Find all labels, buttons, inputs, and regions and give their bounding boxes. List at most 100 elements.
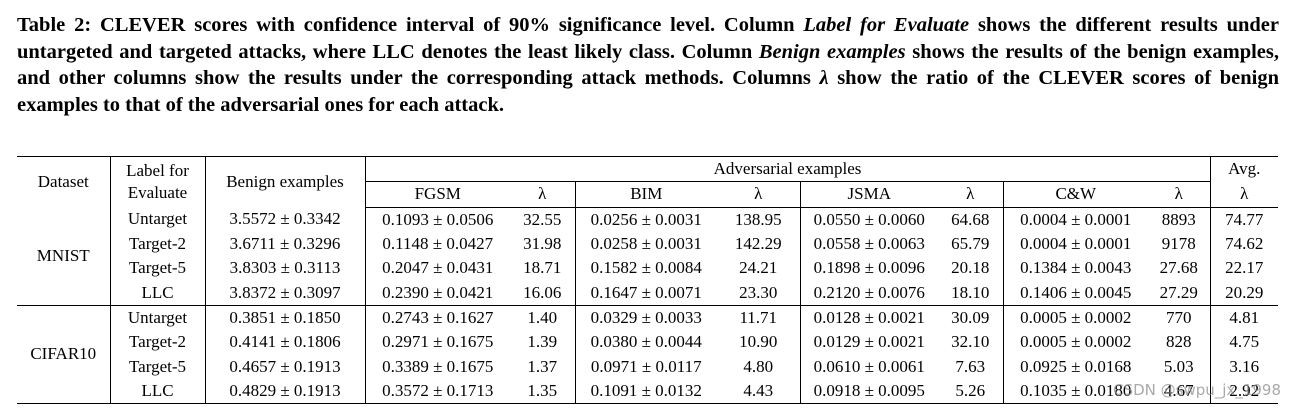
header-cell: Label for Evaluate xyxy=(110,156,206,208)
label-cell: Target-2 xyxy=(110,330,206,355)
dataset-cell: CIFAR10 xyxy=(17,305,111,404)
dataset-cell: MNIST xyxy=(17,207,111,306)
header-cell: Avg. xyxy=(1210,155,1278,182)
value-cell: 5.26 xyxy=(938,378,1004,404)
row-group: CIFAR10 Untarget 0.3851 ± 0.1850 0.2743 ± 0… xyxy=(17,305,1278,404)
header-cell: Adversarial examples xyxy=(365,155,1211,183)
value-cell: 27.68 xyxy=(1148,256,1211,281)
caption: Table 2: CLEVER scores with confidence i… xyxy=(17,12,1279,118)
value-cell: 0.3389 ± 0.1675 xyxy=(382,356,494,376)
value-cell: 0.2971 ± 0.1675 xyxy=(382,332,494,352)
header-cell: λ xyxy=(510,181,576,208)
value-cell: 20.18 xyxy=(938,256,1004,281)
label-cell: Untarget xyxy=(110,305,206,331)
value-cell: 0.4141 ± 0.1806 xyxy=(205,330,366,355)
value-cell: 8893 xyxy=(1148,207,1211,232)
value-cell: 0.1035 ± 0.0180 xyxy=(1003,378,1148,404)
value-cell: 0.0610 ± 0.0061 xyxy=(813,356,925,376)
value-cell: 0.3851 ± 0.1850 xyxy=(205,305,366,331)
label-cell: Target-5 xyxy=(110,354,206,379)
value-cell: 0.2390 ± 0.0421 xyxy=(365,280,510,306)
value-cell: 0.0004 ± 0.0001 xyxy=(1020,209,1132,229)
caption-italic: Benign examples xyxy=(758,40,906,63)
caption-text: shows the different results under untarg… xyxy=(17,14,1279,63)
header-cell: C&W xyxy=(1003,181,1148,208)
watermark: CSDN @swpu_jx_1998 xyxy=(1113,381,1281,399)
table-row: LLC 0.4829 ± 0.1913 0.3572 ± 0.1713 1.35 0.1… xyxy=(17,378,1278,404)
value-cell: 4.75 xyxy=(1229,332,1260,352)
table-row: CIFAR10 Untarget 0.3851 ± 0.1850 0.2743 ± 0… xyxy=(17,305,1278,404)
value-cell: 74.77 xyxy=(1225,209,1264,229)
caption-text: Table 2: CLEVER scores with confidence i… xyxy=(17,14,804,36)
value-cell: 0.0550 ± 0.0060 xyxy=(813,209,925,229)
value-cell: 10.90 xyxy=(717,330,801,355)
value-cell: 3.8303 ± 0.3113 xyxy=(205,256,366,281)
results-table: Dataset Label for Evaluate Benign exampl… xyxy=(17,155,1278,404)
value-cell: 0.2743 ± 0.1627 xyxy=(382,307,494,327)
label-cell: Target-5 xyxy=(110,256,206,281)
value-cell: 142.29 xyxy=(717,231,801,257)
value-cell: 0.1582 ± 0.0084 xyxy=(590,258,702,278)
row-group: MNIST Untarget 3.5572 ± 0.3342 0.1093 ± 0.0… xyxy=(17,207,1278,306)
value-cell: 0.2047 ± 0.0431 xyxy=(382,258,494,278)
value-cell: 4.67 xyxy=(1148,378,1211,404)
value-cell: 4.80 xyxy=(717,354,801,379)
label-cell: LLC xyxy=(110,378,206,404)
value-cell: 138.95 xyxy=(717,207,801,232)
header-cell: λ xyxy=(1210,181,1278,208)
header-row: FGSM λ BIM λ JSMA λ C&W λ λ xyxy=(17,181,1278,208)
value-cell: 4.43 xyxy=(717,378,801,404)
value-cell: 18.71 xyxy=(510,256,576,281)
caption-italic: λ xyxy=(819,67,829,89)
label-cell: Target-2 xyxy=(110,231,206,257)
label-cell: Untarget xyxy=(110,207,206,232)
value-cell: 0.4657 ± 0.1913 xyxy=(205,354,366,379)
value-cell: 0.0918 ± 0.0095 xyxy=(800,378,938,404)
value-cell: 32.55 xyxy=(510,207,576,232)
caption-text: shows the results of the benign examples… xyxy=(17,40,1280,90)
value-cell: 5.03 xyxy=(1148,354,1211,379)
table-row: Target-5 3.8303 ± 0.3113 0.2047 ± 0.0431 18… xyxy=(17,256,1278,281)
value-cell: 0.0005 ± 0.0002 xyxy=(1020,307,1132,327)
value-cell: 1.37 xyxy=(510,354,576,379)
value-cell: 0.1091 ± 0.0132 xyxy=(575,378,717,404)
value-cell: 64.68 xyxy=(938,207,1004,232)
value-cell: 0.1093 ± 0.0506 xyxy=(382,209,494,229)
value-cell: 0.1148 ± 0.0427 xyxy=(382,234,494,254)
value-cell: 11.71 xyxy=(717,305,801,331)
label-cell: LLC xyxy=(110,280,206,306)
value-cell: 0.0004 ± 0.0001 xyxy=(1020,234,1132,254)
header-cell: Benign examples xyxy=(205,156,366,208)
value-cell: 0.0329 ± 0.0033 xyxy=(590,307,702,327)
table-row: Target-2 0.4141 ± 0.1806 0.2971 ± 0.1675 1.… xyxy=(17,330,1278,355)
value-cell: 24.21 xyxy=(717,256,801,281)
value-cell: 4.81 xyxy=(1229,307,1260,327)
value-cell: 32.10 xyxy=(938,330,1004,355)
value-cell: 0.3572 ± 0.1713 xyxy=(365,378,510,404)
value-cell: 30.09 xyxy=(938,305,1004,331)
table-row: Target-2 3.6711 ± 0.3296 0.1148 ± 0.0427 31… xyxy=(17,231,1278,257)
value-cell: 0.0128 ± 0.0021 xyxy=(813,307,925,327)
value-cell: 1.39 xyxy=(510,330,576,355)
value-cell: 828 xyxy=(1148,330,1211,355)
value-cell: 3.5572 ± 0.3342 xyxy=(205,207,366,232)
value-cell: 74.62 xyxy=(1225,234,1264,254)
table-row: LLC 3.8372 ± 0.3097 0.2390 ± 0.0421 16.06 0.… xyxy=(17,280,1278,306)
value-cell: 0.1406 ± 0.0045 xyxy=(1003,280,1148,306)
value-cell: 9178 xyxy=(1148,231,1211,257)
value-cell: 0.0129 ± 0.0021 xyxy=(813,332,925,352)
value-cell: 0.1898 ± 0.0096 xyxy=(813,258,925,278)
value-cell: 7.63 xyxy=(938,354,1004,379)
value-cell: 65.79 xyxy=(938,231,1004,257)
value-cell: 0.0258 ± 0.0031 xyxy=(590,234,702,254)
value-cell: 22.17 xyxy=(1225,258,1264,278)
value-cell: 1.40 xyxy=(510,305,576,331)
value-cell: 18.10 xyxy=(938,280,1004,306)
value-cell: 23.30 xyxy=(717,280,801,306)
value-cell: 770 xyxy=(1148,305,1211,331)
value-cell: 3.6711 ± 0.3296 xyxy=(205,231,366,257)
value-cell: 0.0925 ± 0.0168 xyxy=(1020,356,1132,376)
caption-italic: Label for Evaluate xyxy=(803,14,970,36)
value-cell: 1.35 xyxy=(510,378,576,404)
